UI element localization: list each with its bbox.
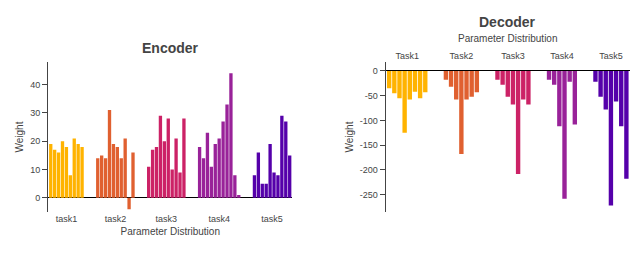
svg-text:Decoder: Decoder [479,14,536,30]
svg-text:-250: -250 [360,190,378,200]
svg-text:Task1: Task1 [395,51,419,61]
svg-text:-50: -50 [365,91,378,101]
svg-text:20: 20 [30,136,40,146]
svg-text:task3: task3 [156,214,178,224]
svg-text:-150: -150 [360,140,378,150]
svg-text:Task2: Task2 [450,51,474,61]
svg-text:task5: task5 [261,214,283,224]
svg-text:task1: task1 [56,214,78,224]
svg-text:Parameter Distribution: Parameter Distribution [458,33,557,44]
svg-text:Encoder: Encoder [142,40,199,56]
svg-text:Weight: Weight [344,121,355,152]
svg-text:0: 0 [373,66,378,76]
svg-text:30: 30 [30,108,40,118]
svg-text:Task5: Task5 [599,51,623,61]
svg-text:task2: task2 [105,214,127,224]
svg-text:10: 10 [30,165,40,175]
svg-text:40: 40 [30,80,40,90]
svg-text:Task3: Task3 [501,51,525,61]
svg-text:-200: -200 [360,165,378,175]
svg-text:task4: task4 [208,214,230,224]
svg-text:Weight: Weight [14,121,25,152]
svg-text:Task4: Task4 [550,51,574,61]
svg-text:-100: -100 [360,116,378,126]
svg-text:Parameter Distribution: Parameter Distribution [120,226,219,237]
svg-text:0: 0 [35,193,40,203]
